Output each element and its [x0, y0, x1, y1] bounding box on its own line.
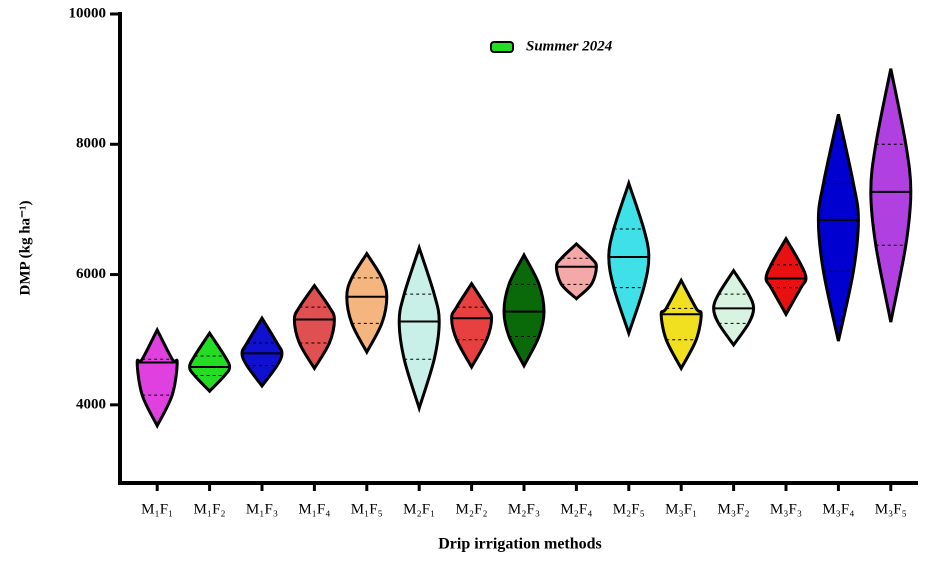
x-tick-label: M₂F₄	[560, 501, 592, 517]
x-tick-label: M₂F₅	[613, 501, 645, 517]
y-tick-label: 10000	[69, 5, 107, 21]
violin	[450, 280, 494, 371]
violin	[816, 113, 860, 342]
violin	[135, 326, 179, 430]
violin	[292, 283, 336, 372]
violin	[345, 250, 389, 356]
y-tick-label: 4000	[76, 396, 106, 412]
x-tick-label: M₁F₅	[351, 501, 383, 517]
x-tick-label: M₃F₄	[822, 501, 854, 517]
violin	[659, 277, 703, 372]
violin	[502, 251, 546, 370]
x-tick-label: M₂F₃	[508, 501, 540, 517]
x-tick-label: M₃F₅	[875, 501, 907, 517]
legend-swatch	[490, 41, 514, 53]
x-tick-label: M₁F₃	[246, 501, 278, 517]
violin	[607, 178, 651, 338]
violin	[764, 235, 808, 318]
x-tick-label: M₁F₁	[141, 501, 173, 517]
x-tick-label: M₃F₂	[718, 501, 750, 517]
violin	[397, 242, 441, 414]
violin	[554, 241, 598, 301]
x-axis-label: Drip irrigation methods	[438, 536, 602, 553]
x-tick-label: M₁F₂	[194, 501, 226, 517]
y-axis-label: DMP (kg ha⁻¹)	[17, 201, 33, 296]
violin	[869, 68, 913, 323]
violin	[188, 330, 232, 394]
y-tick-label: 8000	[76, 136, 106, 152]
x-tick-label: M₁F₄	[298, 501, 330, 517]
x-tick-label: M₂F₂	[456, 501, 488, 517]
x-tick-label: M₂F₁	[403, 501, 435, 517]
x-tick-label: M₃F₁	[665, 501, 697, 517]
violin	[240, 315, 284, 389]
x-tick-label: M₃F₃	[770, 501, 802, 517]
legend-label: Summer 2024	[526, 38, 613, 54]
y-tick-label: 6000	[76, 266, 106, 282]
